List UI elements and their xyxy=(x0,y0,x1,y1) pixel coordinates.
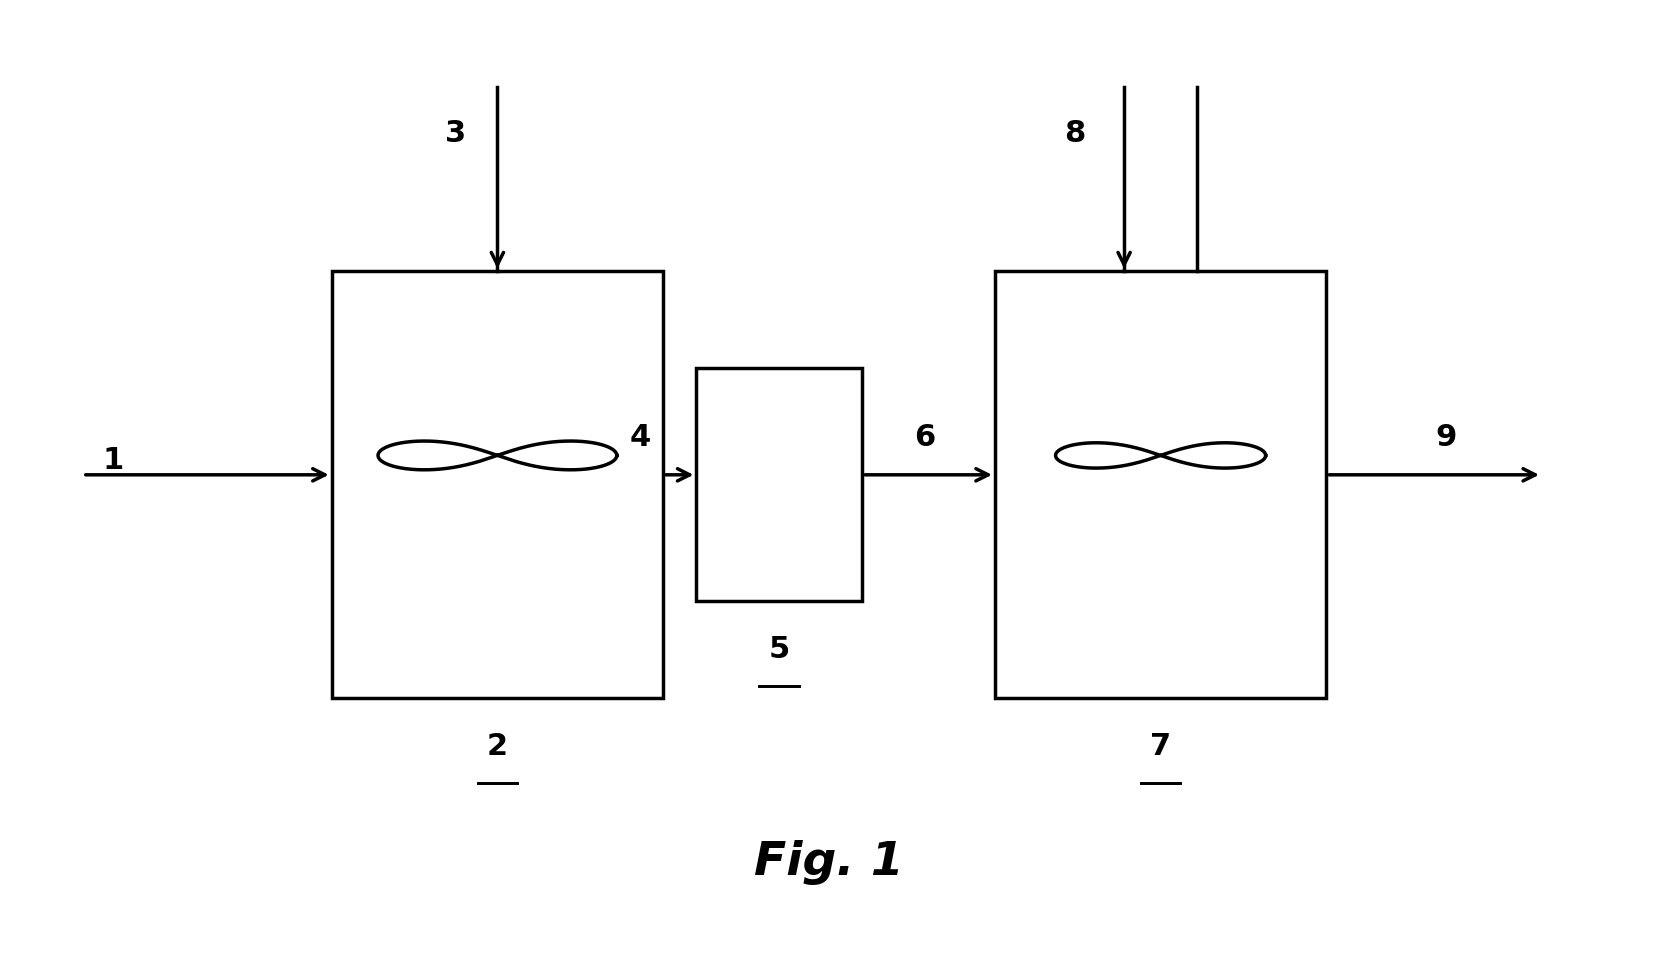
Text: 7: 7 xyxy=(1150,732,1170,761)
Text: 5: 5 xyxy=(769,635,789,664)
Bar xyxy=(696,368,862,601)
Bar xyxy=(994,271,1326,698)
Text: 3: 3 xyxy=(446,119,466,148)
Text: 9: 9 xyxy=(1435,423,1455,453)
Text: 1: 1 xyxy=(103,446,123,475)
Text: Fig. 1: Fig. 1 xyxy=(754,840,903,885)
Text: 4: 4 xyxy=(630,423,650,453)
Bar xyxy=(331,271,663,698)
Text: 6: 6 xyxy=(915,423,935,453)
Text: 2: 2 xyxy=(487,732,507,761)
Text: 8: 8 xyxy=(1064,119,1084,148)
